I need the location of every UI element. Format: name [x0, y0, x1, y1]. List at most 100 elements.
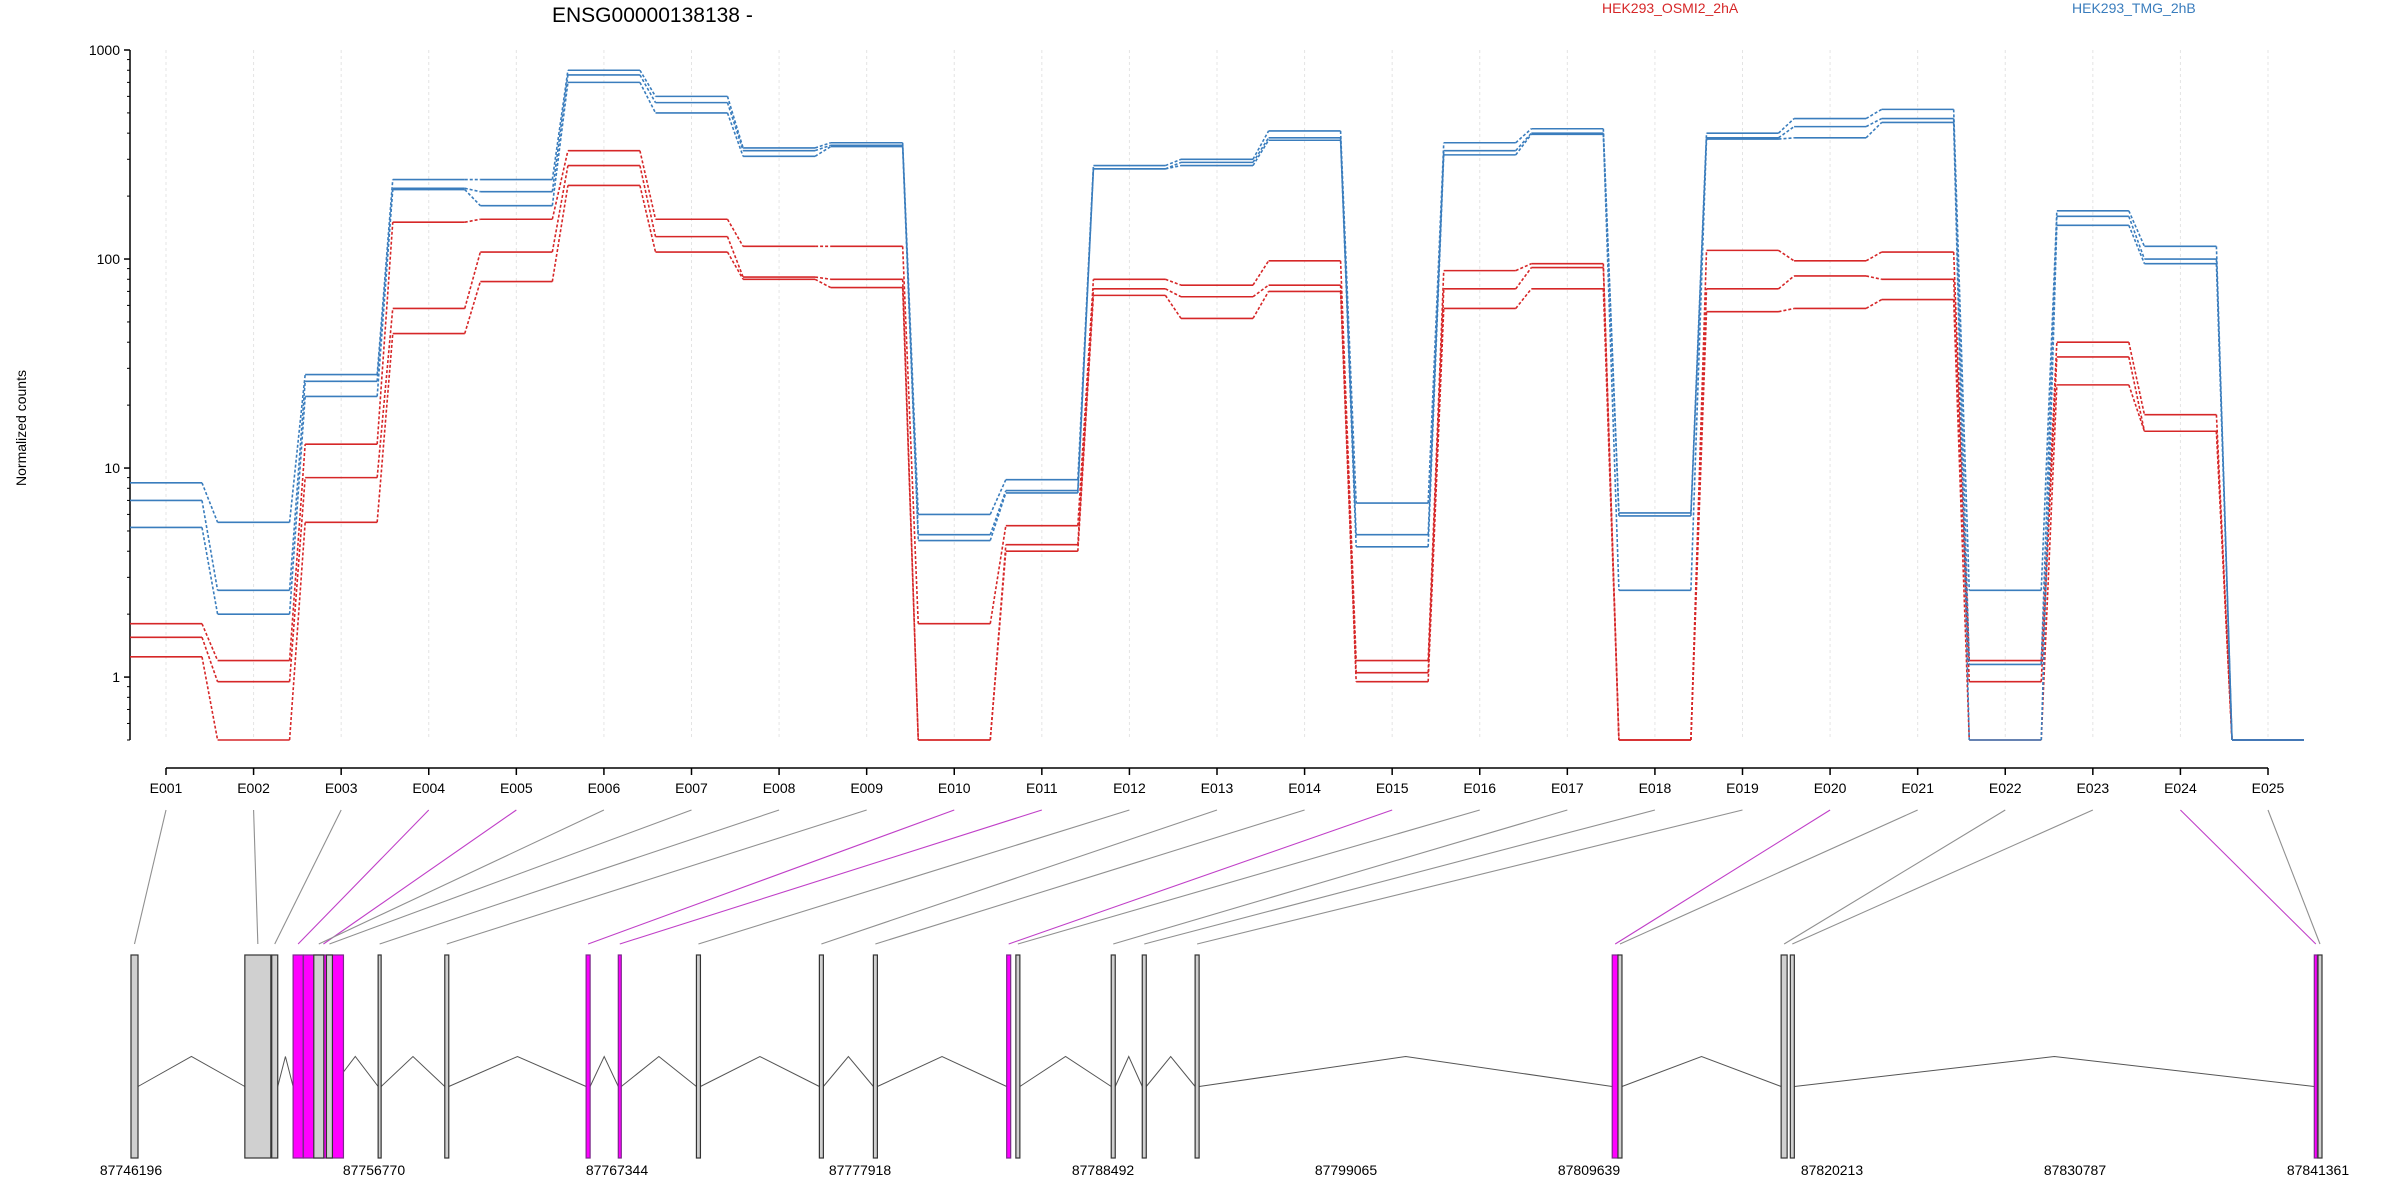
intron-line	[1794, 1055, 2315, 1087]
transition-segment	[989, 492, 1007, 541]
exon-connector	[1783, 809, 2006, 945]
intron-line	[1199, 1055, 1613, 1087]
transition-segment	[551, 185, 569, 282]
transition-segment	[201, 637, 219, 682]
transition-segment	[551, 150, 569, 220]
genomic-coordinate-label: 87788492	[1072, 1162, 1135, 1178]
x-tick-label: E008	[763, 780, 796, 796]
transition-segment	[1690, 137, 1708, 516]
transition-segment	[2128, 210, 2146, 247]
exon-connector	[446, 809, 867, 945]
x-tick-label: E017	[1551, 780, 1584, 796]
transition-segment	[2128, 224, 2146, 264]
x-tick-label: E021	[1901, 780, 1934, 796]
transition-segment	[1865, 251, 1883, 262]
transition-segment	[201, 482, 219, 523]
transition-segment	[639, 165, 657, 237]
series-line	[130, 184, 2304, 741]
x-tick-label: E022	[1989, 780, 2022, 796]
transition-segment	[1865, 275, 1882, 281]
transition-segment	[1077, 279, 1095, 526]
transition-segment	[814, 145, 832, 157]
transition-segment	[1164, 294, 1182, 319]
exon-box	[1110, 954, 1116, 1159]
exon-connectors	[133, 809, 2321, 945]
exon-connector	[698, 809, 1130, 945]
exon-box	[2313, 954, 2318, 1159]
transition-segment	[201, 656, 219, 741]
transition-segment	[814, 144, 831, 152]
transition-segment	[989, 525, 1007, 624]
intron-line	[277, 1056, 294, 1087]
intron-line	[1145, 1055, 1196, 1087]
x-tick-label: E005	[500, 780, 533, 796]
intron-line	[1019, 1055, 1112, 1087]
transition-segment	[814, 276, 831, 281]
exon-box	[1789, 954, 1795, 1159]
exon-box	[695, 954, 702, 1159]
transition-segment	[901, 246, 920, 624]
transition-segment	[2215, 246, 2233, 741]
genomic-coordinate-label: 87746196	[100, 1162, 163, 1178]
exon-box	[818, 954, 824, 1159]
x-tick-label: E001	[150, 780, 183, 796]
axes: 1 10 100 1000 E001 E002 E003 E004 E005 E006 E007 E0…	[89, 42, 2285, 796]
exon-connector	[587, 809, 955, 945]
exon-connector	[379, 809, 780, 945]
exon-box	[313, 954, 325, 1159]
exon-box	[271, 954, 279, 1159]
transition-segment	[551, 74, 569, 192]
exon-box	[1006, 954, 1012, 1159]
intron-line	[380, 1055, 446, 1087]
legend-entry: HEK293_TMG_2hB	[2072, 0, 2196, 16]
transition-segment	[1865, 117, 1883, 128]
transition-segment	[1252, 291, 1270, 319]
gene-model: 87746196 87756770 87767344 87777918 87788492…	[100, 954, 2349, 1178]
transition-segment	[1077, 295, 1095, 552]
transition-segment	[639, 185, 657, 253]
exon-connector	[1614, 809, 1831, 945]
exon-connector	[297, 809, 430, 945]
transition-segment	[1515, 128, 1532, 144]
transition-segment	[989, 490, 1007, 535]
transition-segment	[1690, 139, 1708, 591]
transition-segment	[2128, 384, 2146, 432]
exon-connector	[619, 809, 1042, 945]
transition-segment	[1952, 122, 1971, 741]
x-tick-label: E019	[1726, 780, 1759, 796]
exon-box	[2317, 954, 2323, 1159]
transition-segment	[639, 82, 657, 114]
transition-segment	[1690, 133, 1708, 513]
transition-segment	[1777, 117, 1795, 134]
exon-connector	[1196, 809, 1743, 945]
exon-connector	[1008, 809, 1393, 945]
transition-segment	[1865, 108, 1883, 120]
transition-segment	[1165, 164, 1182, 170]
intron-line	[877, 1055, 1007, 1087]
genomic-coordinate-label: 87777918	[829, 1162, 892, 1178]
intron-line	[448, 1055, 587, 1087]
transition-segment	[463, 281, 482, 334]
transition-segment	[1165, 288, 1182, 298]
intron-line	[589, 1055, 619, 1087]
transition-segment	[551, 70, 569, 180]
exon-box	[1141, 954, 1147, 1159]
exon-connector	[821, 809, 1218, 945]
transition-segment	[989, 551, 1007, 741]
transition-segment	[1515, 133, 1532, 156]
exon-connector	[1619, 809, 1918, 945]
transition-segment	[2040, 225, 2058, 741]
x-tick-label: E004	[412, 780, 445, 796]
exon-box	[617, 954, 622, 1159]
transition-segment	[1077, 168, 1095, 491]
transition-segment	[1602, 133, 1620, 516]
transition-segment	[1252, 137, 1270, 163]
transition-segment	[376, 308, 394, 478]
transition-segment	[1339, 140, 1357, 547]
grid-lines	[165, 50, 2269, 740]
transition-segment	[1339, 137, 1357, 535]
transition-segment	[288, 477, 306, 682]
intron-line	[822, 1055, 874, 1087]
legend-entry: HEK293_OSMI2_2hA	[1602, 0, 1739, 16]
